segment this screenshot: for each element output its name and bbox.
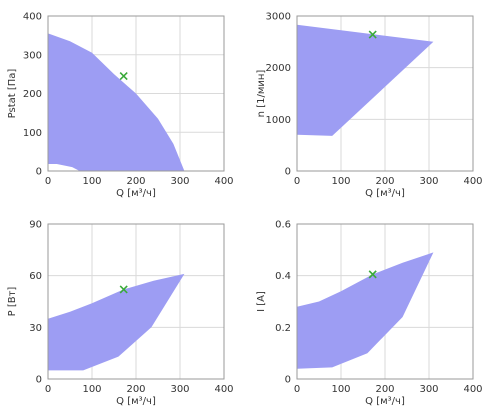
x-tick-label: 0 [45, 176, 51, 187]
operating-envelope-area [297, 24, 434, 136]
y-tick-label: 0.6 [275, 220, 291, 231]
x-tick-label: 100 [82, 176, 101, 187]
marker-stroke [368, 30, 377, 39]
chart-3: 0 100 200 300 400 0 30 60 90 Q [м³/ч] P [Вт] [7, 220, 234, 408]
y-tick-label: 0.4 [275, 271, 291, 282]
x-tick-label: 0 [45, 384, 51, 395]
y-axis-label: Pstat [Па] [7, 69, 18, 119]
x-tick-label: 100 [82, 384, 101, 395]
y-tick-label: 90 [29, 220, 42, 231]
x-axis-label: Q [м³/ч] [116, 188, 156, 199]
operating-point-marker [368, 30, 377, 39]
x-tick-label: 0 [294, 384, 300, 395]
y-tick-label: 0 [285, 167, 291, 178]
y-tick-label: 0 [36, 375, 42, 386]
plot-frame [296, 15, 474, 172]
x-tick-label: 400 [463, 176, 482, 187]
y-tick-label: 60 [29, 271, 42, 282]
marker-stroke [119, 71, 128, 81]
x-axis-label: Q [м³/ч] [365, 396, 405, 407]
x-tick-label: 200 [126, 384, 145, 395]
marker-stroke [119, 285, 128, 294]
x-tick-label: 400 [463, 384, 482, 395]
y-tick-label: 1000 [266, 115, 291, 126]
y-tick-label: 400 [23, 12, 42, 23]
x-tick-label: 200 [375, 176, 394, 187]
operating-point-marker [368, 270, 377, 279]
y-tick-label: 0 [36, 167, 42, 178]
plot-frame [47, 223, 225, 380]
x-tick-label: 400 [214, 384, 233, 395]
x-axis-label: Q [м³/ч] [365, 188, 405, 199]
x-tick-label: 200 [126, 176, 145, 187]
operating-envelope-area [48, 33, 185, 172]
operating-point-marker [119, 285, 128, 294]
y-axis-label: n [1/мин] [256, 70, 267, 118]
x-tick-label: 300 [419, 384, 438, 395]
y-axis-label: P [Вт] [7, 287, 18, 317]
x-tick-label: 0 [294, 176, 300, 187]
plot-frame [47, 15, 225, 172]
x-tick-label: 300 [170, 176, 189, 187]
operating-envelope-area [48, 273, 185, 371]
y-axis-label: I [A] [256, 291, 267, 312]
marker-stroke [368, 270, 377, 279]
y-tick-label: 0.2 [275, 323, 291, 334]
x-tick-label: 100 [331, 176, 350, 187]
x-tick-label: 300 [170, 384, 189, 395]
operating-envelope-area [297, 252, 434, 369]
plot-frame [296, 223, 474, 380]
x-tick-label: 400 [214, 176, 233, 187]
chart-4: 0 100 200 300 400 0 0.2 0.4 0.6 Q [м³/ч] I [A] [256, 220, 483, 408]
y-tick-label: 2000 [266, 63, 291, 74]
y-tick-label: 200 [23, 89, 42, 100]
x-tick-label: 300 [419, 176, 438, 187]
x-tick-label: 100 [331, 384, 350, 395]
y-tick-label: 300 [23, 50, 42, 61]
operating-point-marker [119, 71, 128, 81]
chart-2: 0 100 200 300 400 0 1000 2000 3000 Q [м³/ч] n [1/м… [256, 12, 483, 200]
x-tick-label: 200 [375, 384, 394, 395]
y-tick-label: 0 [285, 375, 291, 386]
y-tick-label: 30 [29, 323, 42, 334]
y-tick-label: 100 [23, 128, 42, 139]
chart-1: 0 100 200 300 400 0 100 200 300 400 Q [м³/ч] Pstat … [7, 12, 234, 200]
x-axis-label: Q [м³/ч] [116, 396, 156, 407]
y-tick-label: 3000 [266, 12, 291, 23]
